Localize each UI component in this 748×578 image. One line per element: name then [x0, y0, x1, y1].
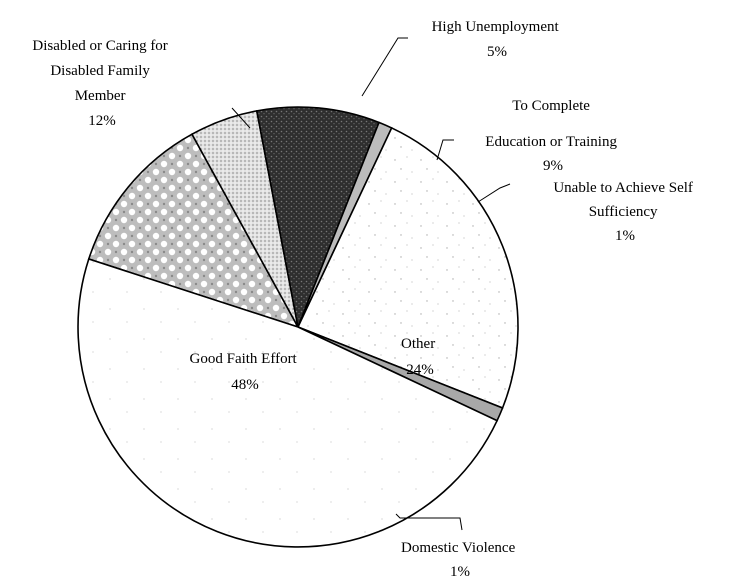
leader-line-high-unemployment: [361, 37, 408, 97]
label-other: Other 24%: [401, 336, 439, 378]
leader-line-domestic: [395, 513, 463, 531]
label-domestic-violence: Domestic Violence 1%: [401, 540, 519, 578]
pie-slice-disabled: [87, 133, 300, 329]
label-good-faith: Good Faith Effort 48%: [190, 351, 301, 393]
label-self-sufficiency: Unable to Achieve Self Sufficiency 1%: [553, 180, 696, 244]
pie-slice-other: [296, 126, 519, 410]
pie-slice-education: [255, 106, 381, 330]
slice-labels: Disabled or Caring for Disabled Family M…: [32, 19, 696, 578]
leader-line-self-sufficiency: [477, 183, 511, 203]
pie-slices: [77, 106, 519, 548]
leader-line-education: [436, 139, 454, 161]
label-high-unemployment: High Unemployment 5%: [432, 19, 563, 60]
leader-line-disabled: [231, 107, 251, 129]
leader-lines: [231, 37, 511, 531]
label-disabled: Disabled or Caring for Disabled Family M…: [32, 38, 171, 129]
pie-slice-good-faith: [77, 258, 499, 548]
label-education: To Complete Education or Training 9%: [485, 98, 620, 174]
